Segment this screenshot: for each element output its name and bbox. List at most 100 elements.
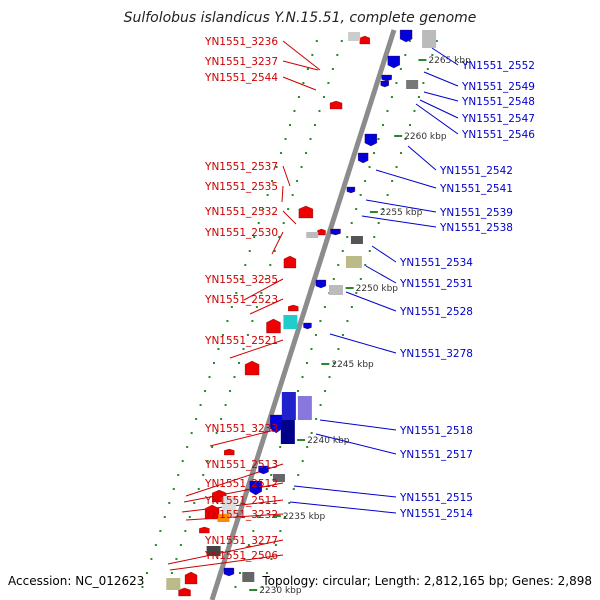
left-leader-line bbox=[209, 427, 284, 447]
right-gene-label: YN1551_3278 bbox=[399, 348, 473, 360]
forward-gene-arrow bbox=[359, 35, 370, 45]
topology-text: Topology: circular; Length: 2,812,165 bp… bbox=[261, 574, 592, 588]
reverse-gene-arrow bbox=[223, 567, 235, 577]
right-leader-line bbox=[415, 103, 459, 135]
hypothetical-gene-box bbox=[350, 236, 363, 244]
scale-tick-label: 2250 kbp bbox=[356, 284, 399, 294]
right-gene-label: YN1551_2552 bbox=[461, 60, 535, 72]
forward-gene-arrow bbox=[184, 571, 198, 585]
left-gene-label: YN1551_2535 bbox=[204, 181, 278, 193]
scale-tick-label: 2230 kbp bbox=[259, 586, 302, 596]
right-leader-line bbox=[375, 169, 437, 189]
reverse-gene-arrow bbox=[364, 133, 378, 147]
scale-tick-label: 2265 kbp bbox=[428, 56, 471, 66]
hypothetical-gene-box bbox=[206, 546, 221, 556]
right-gene-label: YN1551_2514 bbox=[399, 508, 473, 520]
left-leader-line bbox=[281, 185, 284, 203]
left-leader-line bbox=[282, 40, 321, 71]
right-gene-label: YN1551_2547 bbox=[461, 113, 535, 125]
left-leader-line bbox=[282, 165, 291, 187]
right-leader-line bbox=[361, 215, 437, 228]
right-gene-label: YN1551_2517 bbox=[399, 449, 473, 461]
left-leader-line bbox=[243, 278, 284, 301]
right-gene-label: YN1551_2515 bbox=[399, 492, 473, 504]
left-gene-label: YN1551_3233 bbox=[204, 423, 278, 435]
reverse-gene-arrow bbox=[381, 74, 392, 82]
scale-tick-label: 2255 kbp bbox=[380, 208, 423, 218]
forward-gene-arrow bbox=[329, 100, 343, 110]
scale-ticks: 2265 kbp 2260 kbp 2255 kbp 2250 kbp 2245 kbp… bbox=[249, 56, 471, 596]
right-leader-line bbox=[289, 501, 397, 514]
right-gene-label: YN1551_2534 bbox=[399, 257, 473, 269]
reverse-gene-arrow bbox=[270, 414, 283, 434]
forward-gene-arrow bbox=[178, 587, 191, 597]
hypothetical-gene-box bbox=[221, 496, 236, 516]
right-gene-label: YN1551_2546 bbox=[461, 129, 535, 141]
left-gene-label: YN1551_3235 bbox=[204, 274, 278, 286]
hypothetical-gene-box bbox=[306, 232, 319, 238]
hypothetical-gene-box bbox=[406, 80, 419, 89]
hypothetical-gene-box bbox=[242, 572, 255, 582]
right-leader-line bbox=[329, 333, 397, 354]
left-gene-label: YN1551_2521 bbox=[204, 335, 278, 347]
reverse-gene-arrow bbox=[346, 186, 356, 194]
forward-gene-arrow bbox=[298, 205, 314, 219]
forward-gene-arrow bbox=[288, 304, 299, 312]
right-gene-label: YN1551_2531 bbox=[399, 278, 473, 290]
reverse-gene-arrow bbox=[315, 279, 327, 289]
gene-labels: YN1551_3236 YN1551_3237 YN1551_2544 YN1551_… bbox=[204, 36, 535, 562]
scale-tick-label: 2240 kbp bbox=[307, 436, 350, 446]
right-leader-line bbox=[431, 47, 459, 66]
left-gene-label: YN1551_3237 bbox=[204, 56, 278, 68]
left-leader-line bbox=[282, 210, 297, 225]
scale-tick-label: 2235 kbp bbox=[283, 512, 326, 522]
right-leader-line bbox=[319, 419, 397, 431]
right-gene-label: YN1551_2549 bbox=[461, 81, 535, 93]
right-gene-label: YN1551_2541 bbox=[439, 183, 513, 195]
left-leader-line bbox=[169, 554, 284, 571]
reverse-gene-block bbox=[280, 420, 295, 444]
hypothetical-gene-box bbox=[166, 578, 181, 590]
left-leader-line bbox=[271, 231, 284, 255]
hypothetical-gene-box bbox=[217, 514, 230, 522]
dotted-guide-lines bbox=[141, 40, 438, 588]
left-gene-label: YN1551_2537 bbox=[204, 161, 278, 173]
left-leader-line bbox=[167, 539, 284, 565]
accession-text: Accession: NC_012623 bbox=[8, 574, 144, 588]
left-gene-label: YN1551_2512 bbox=[204, 478, 278, 490]
left-gene-label: YN1551_2544 bbox=[204, 72, 278, 84]
left-leader-line bbox=[282, 60, 319, 71]
map-title: Sulfolobus islandicus Y.N.15.51, complet… bbox=[124, 10, 477, 26]
left-gene-label: YN1551_2513 bbox=[204, 459, 278, 471]
right-gene-label: YN1551_2542 bbox=[439, 165, 513, 177]
reverse-gene-arrow bbox=[399, 29, 413, 43]
left-gene-label: YN1551_2530 bbox=[204, 227, 278, 239]
scale-tick-label: 2260 kbp bbox=[404, 132, 447, 142]
left-gene-label: YN1551_3232 bbox=[204, 509, 278, 521]
right-leader-line bbox=[293, 485, 397, 498]
reverse-gene-arrow bbox=[258, 465, 269, 475]
reverse-gene-arrow bbox=[249, 480, 262, 496]
hypothetical-gene-box bbox=[348, 32, 361, 41]
forward-gene-arrow bbox=[283, 255, 297, 269]
right-leader-line bbox=[365, 265, 397, 284]
right-leader-line bbox=[419, 99, 459, 119]
forward-gene-arrow bbox=[204, 504, 220, 520]
hypothetical-gene-box bbox=[345, 256, 362, 268]
forward-gene-arrow bbox=[266, 318, 281, 334]
forward-gene-arrow bbox=[224, 448, 235, 456]
reverse-gene-arrow bbox=[330, 228, 341, 236]
right-leader-line bbox=[423, 71, 459, 87]
right-leader-line bbox=[365, 199, 437, 213]
left-gene-label: YN1551_2523 bbox=[204, 294, 278, 306]
right-gene-label: YN1551_2518 bbox=[399, 425, 473, 437]
reverse-gene-arrow bbox=[380, 80, 389, 88]
hypothetical-gene-box bbox=[272, 474, 285, 482]
right-leader-line bbox=[345, 291, 397, 312]
left-leader-line bbox=[183, 482, 284, 503]
left-gene-label: YN1551_3277 bbox=[204, 535, 278, 547]
right-leader-line bbox=[371, 245, 397, 263]
forward-gene-arrow bbox=[244, 360, 260, 376]
right-gene-label: YN1551_2528 bbox=[399, 306, 473, 318]
